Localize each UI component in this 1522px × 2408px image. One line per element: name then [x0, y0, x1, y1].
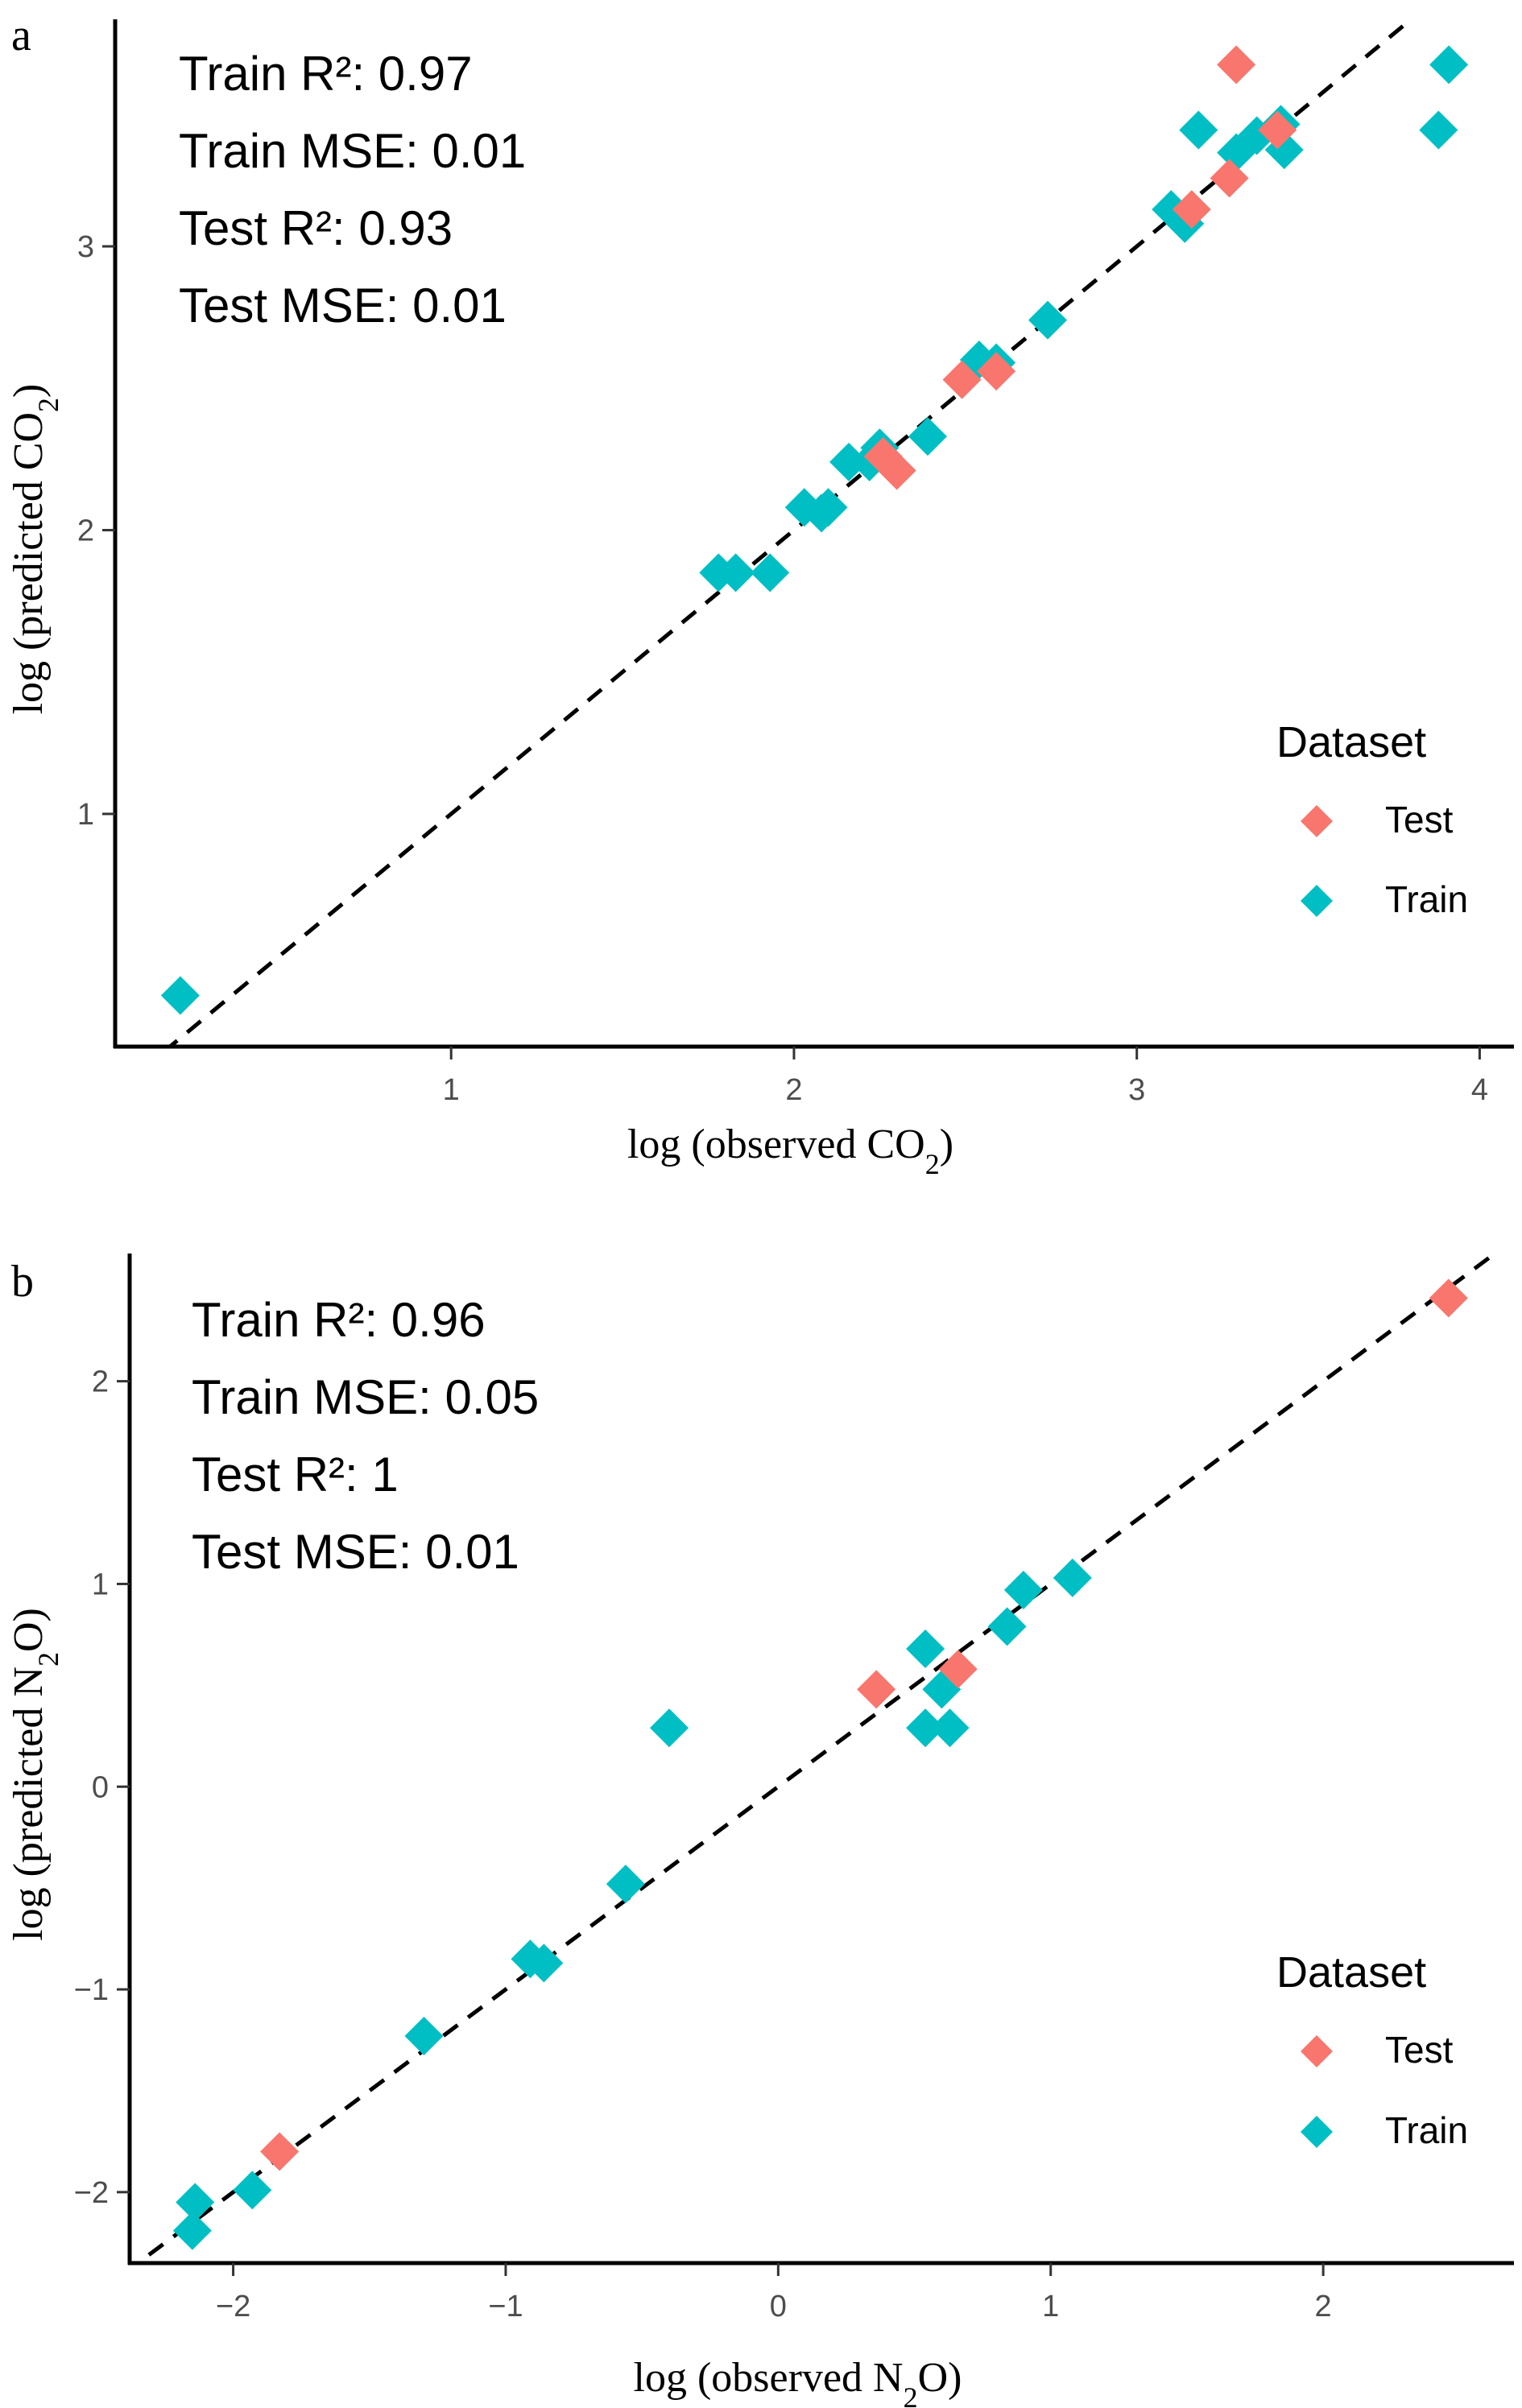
data-point-test: [942, 360, 982, 399]
legend-key-train: [1301, 885, 1333, 917]
legend-key-train: [1301, 2116, 1333, 2148]
data-point-train: [1419, 110, 1458, 150]
panel-letter-a: a: [11, 10, 31, 60]
data-point-train: [906, 1629, 945, 1669]
y-tick-label: −1: [74, 1973, 109, 2007]
data-point-train: [650, 1708, 689, 1748]
data-point-train: [160, 976, 200, 1015]
x-tick-label: 2: [1315, 2290, 1332, 2323]
data-point-train: [716, 553, 755, 593]
y-tick-label: 2: [92, 1365, 109, 1399]
data-point-train: [524, 1943, 564, 1983]
reference-line-y-equals-x: [167, 19, 1415, 1047]
panel-a: a 1 2 3 4 1 2 3 log (observed CO2) log (predicte…: [6, 10, 1514, 1180]
data-point-train: [233, 2171, 272, 2210]
data-point-train: [1003, 1571, 1043, 1609]
legend-title: Dataset: [1276, 718, 1426, 766]
legend-label-train: Train: [1385, 2109, 1468, 2151]
x-tick-label: −2: [216, 2290, 250, 2323]
data-point-train: [906, 1708, 945, 1748]
series-test: [863, 45, 1297, 490]
data-point-test: [938, 1650, 978, 1689]
metric-annotation: Test MSE: 0.01: [192, 1525, 519, 1579]
data-point-train: [930, 1708, 970, 1748]
data-point-test: [877, 451, 916, 490]
data-point-train: [1429, 45, 1469, 85]
legend-label-test: Test: [1385, 2029, 1454, 2071]
y-axis-title: log (predicted N2O): [6, 1608, 64, 1941]
series-train: [160, 45, 1469, 1015]
x-tick-label: 2: [785, 1073, 802, 1107]
x-tick-label: 4: [1471, 1073, 1488, 1107]
x-tick-label: −1: [488, 2290, 523, 2323]
data-point-train: [172, 2211, 212, 2250]
x-tick-label: 0: [770, 2290, 787, 2323]
data-point-test: [857, 1670, 896, 1709]
metric-annotation: Train R²: 0.97: [179, 47, 473, 101]
data-point-test: [1210, 159, 1249, 198]
data-point-test: [977, 352, 1016, 391]
y-tick-label: 0: [92, 1770, 109, 1804]
plot-area-a: 1 2 3 4 1 2 3 log (observed CO2) log (predicted …: [6, 19, 1514, 1180]
data-point-test: [1429, 1278, 1468, 1318]
data-point-train: [404, 2016, 444, 2055]
panel-b: b −2 −1 0 1 2 −2 −1 0 1 2 log (observed N2O) log (p…: [6, 1254, 1514, 2408]
legend-title: Dataset: [1276, 1948, 1426, 1997]
data-point-train: [1179, 110, 1218, 150]
series-test: [260, 1278, 1468, 2171]
y-tick-label: 3: [77, 230, 94, 264]
x-tick-label: 1: [1042, 2290, 1059, 2323]
legend-key-test: [1301, 805, 1333, 837]
data-point-train: [1028, 300, 1067, 340]
x-axis-title: log (observed N2O): [634, 2355, 962, 2408]
data-point-train: [1053, 1558, 1092, 1597]
data-point-train: [829, 442, 869, 481]
x-tick-label: 1: [443, 1073, 460, 1107]
y-tick-label: 1: [92, 1567, 109, 1601]
series-train: [172, 1558, 1092, 2250]
metric-annotation: Train MSE: 0.05: [192, 1370, 539, 1424]
metric-annotation: Test R²: 1: [192, 1448, 399, 1501]
data-point-test: [1258, 110, 1297, 150]
data-point-train: [908, 417, 947, 456]
data-point-train: [809, 488, 848, 527]
metric-annotation: Train R²: 0.96: [192, 1293, 486, 1347]
legend-key-test: [1301, 2035, 1333, 2067]
x-tick-label: 3: [1128, 1073, 1145, 1107]
legend: Dataset Test Train: [1276, 1948, 1468, 2151]
y-tick-label: 1: [77, 798, 94, 832]
data-point-train: [176, 2183, 215, 2222]
panel-letter-b: b: [11, 1257, 34, 1307]
y-tick-label: −2: [74, 2176, 109, 2210]
data-point-train: [751, 553, 790, 593]
data-point-test: [260, 2132, 300, 2171]
legend-label-test: Test: [1385, 799, 1454, 841]
metric-annotation: Train MSE: 0.01: [179, 124, 526, 178]
legend-label-train: Train: [1385, 878, 1468, 920]
y-tick-label: 2: [77, 514, 94, 547]
data-point-train: [606, 1865, 645, 1904]
legend: Dataset Test Train: [1276, 718, 1468, 920]
data-point-test: [1172, 190, 1211, 229]
x-axis-title: log (observed CO2): [627, 1121, 953, 1180]
metric-annotation: Test R²: 0.93: [179, 201, 453, 255]
data-point-train: [987, 1607, 1027, 1646]
metric-annotation: Test MSE: 0.01: [179, 279, 507, 332]
plot-area-b: −2 −1 0 1 2 −2 −1 0 1 2 log (observed N2O) log (pre…: [6, 1254, 1514, 2408]
y-axis-title: log (predicted CO2): [6, 384, 64, 715]
data-point-test: [1217, 45, 1256, 85]
